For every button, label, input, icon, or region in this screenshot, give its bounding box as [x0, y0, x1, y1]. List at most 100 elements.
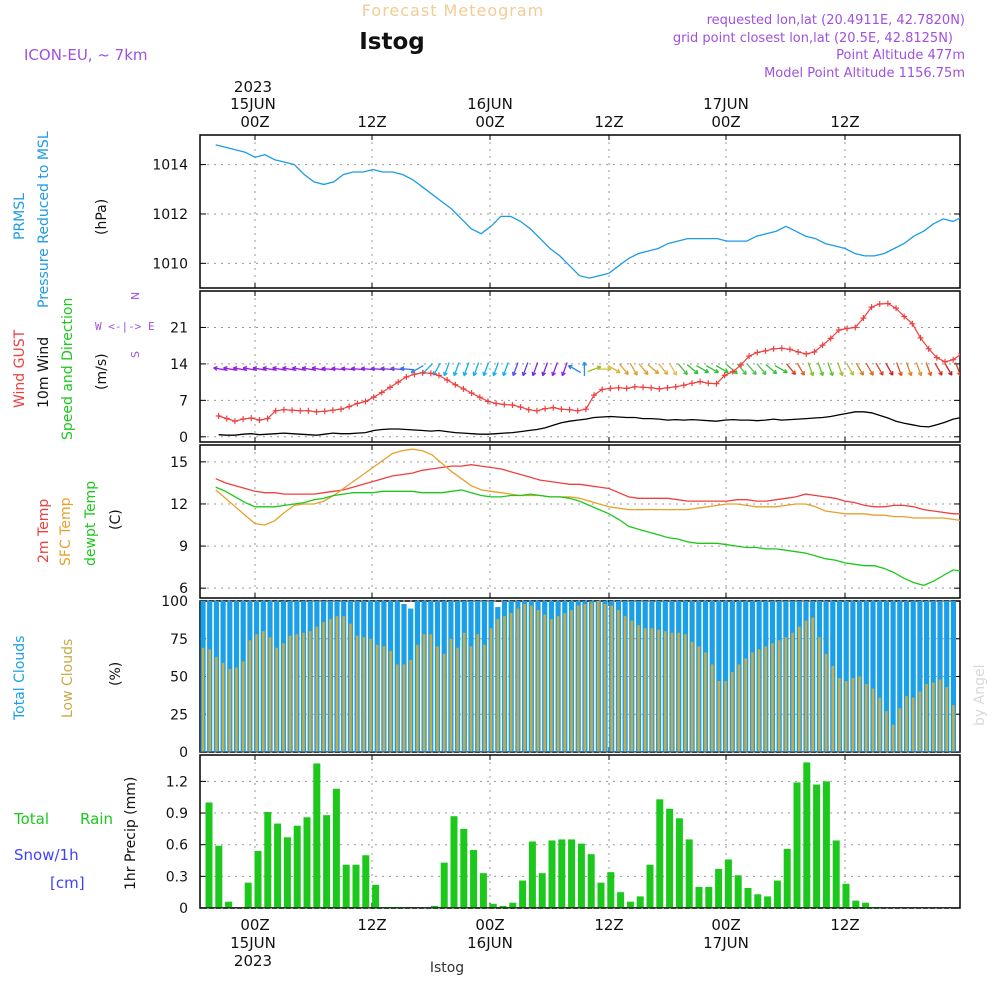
gust-marker	[256, 417, 263, 424]
wind-arrow	[705, 365, 719, 374]
gust-marker	[305, 407, 312, 414]
wind-arrow	[905, 362, 913, 377]
gust-marker	[558, 406, 565, 413]
label-snow: Snow/1h	[14, 846, 79, 864]
top-date-17jun: 17JUN	[703, 95, 749, 113]
wind-arrow	[967, 362, 971, 376]
series-line-2	[215, 486, 960, 587]
wind-arrow	[785, 363, 797, 376]
low-clouds-bar	[282, 643, 285, 752]
rain-bar	[666, 808, 674, 908]
requested-coords: requested lon,lat (20.4911E, 42.7820N)	[707, 13, 965, 28]
label-speed-direction: Speed and Direction	[60, 298, 76, 440]
panel-plot-area	[213, 300, 971, 436]
gust-marker	[452, 381, 459, 388]
rain-bar	[528, 841, 536, 908]
gust-marker	[876, 301, 883, 308]
gust-marker	[737, 361, 744, 368]
gust-marker	[460, 385, 467, 392]
label-2m-temp: 2m Temp	[36, 499, 52, 563]
low-clouds-bar	[757, 649, 761, 752]
y-tick-label: 14	[170, 357, 188, 373]
bottom-time-tick-label: 00Z	[240, 916, 269, 934]
station-name: Istog	[359, 29, 425, 55]
low-clouds-bar	[302, 632, 305, 752]
total-clouds-bar	[863, 601, 869, 752]
panel-plot-area	[215, 448, 960, 587]
low-clouds-bar	[771, 643, 774, 752]
low-clouds-bar	[818, 637, 821, 752]
low-clouds-bar	[442, 653, 446, 752]
low-clouds-bar	[262, 631, 265, 752]
low-clouds-bar	[329, 619, 332, 752]
wind-arrow	[400, 366, 415, 372]
series-line-gust	[218, 302, 960, 422]
wind-arrow	[443, 362, 450, 377]
top-date-15jun: 15JUN	[230, 95, 276, 113]
rain-bar	[744, 887, 752, 908]
gust-marker	[427, 370, 434, 377]
wind-arrow	[686, 364, 699, 375]
wind-arrow	[511, 362, 519, 377]
gust-marker	[803, 351, 810, 358]
wind-arrow	[551, 362, 558, 377]
low-clouds-bar	[657, 629, 660, 752]
low-clouds-bar	[583, 604, 587, 752]
low-clouds-bar	[597, 601, 600, 752]
gridpoint-coords: grid point closest lon,lat (20.5E, 42.81…	[673, 31, 953, 46]
rain-bar	[568, 839, 576, 908]
rain-bar	[646, 864, 654, 908]
low-clouds-bar	[456, 647, 459, 752]
low-clouds-bar	[362, 637, 366, 752]
rain-bar	[538, 873, 546, 908]
wind-arrow	[462, 362, 470, 377]
wind-arrow	[944, 362, 953, 376]
low-clouds-bar	[838, 678, 841, 752]
low-clouds-bar	[308, 631, 312, 752]
wind-arrow	[865, 362, 874, 376]
gust-marker	[640, 384, 647, 391]
total-clouds-bar	[897, 601, 903, 752]
low-clouds-bar	[389, 650, 392, 752]
gust-marker	[795, 348, 802, 355]
gust-marker	[844, 325, 851, 332]
gust-marker	[240, 416, 247, 423]
y-tick-label: 1010	[152, 256, 188, 272]
label-low-clouds: Low Clouds	[60, 639, 76, 718]
rain-bar	[450, 816, 458, 908]
low-clouds-bar	[952, 705, 955, 752]
gust-marker	[313, 408, 320, 415]
low-clouds-bar	[221, 662, 225, 752]
rain-bar	[715, 868, 723, 908]
wind-arrow	[925, 362, 933, 377]
bottom-time-tick-label: 12Z	[357, 916, 386, 934]
low-clouds-bar	[268, 637, 272, 752]
low-clouds-bar	[342, 616, 345, 752]
low-clouds-bar	[918, 691, 922, 752]
y-tick-label: 0.6	[166, 838, 188, 854]
gust-marker	[631, 383, 638, 390]
panel-1: 0 7 14 21	[170, 290, 971, 446]
rain-bar	[470, 849, 478, 908]
low-clouds-bar	[396, 664, 399, 752]
label-precip-mm: 1hr Precip (mm)	[123, 777, 139, 890]
rain-bar	[509, 902, 517, 908]
series-line-1	[215, 448, 960, 526]
rain-bar	[215, 845, 223, 908]
y-tick-label: 0.9	[166, 806, 188, 822]
low-clouds-bar	[844, 681, 848, 752]
gust-marker	[231, 418, 238, 425]
low-clouds-bar	[610, 605, 613, 752]
wind-arrow	[875, 362, 884, 376]
top-time-tick-label: 00Z	[711, 113, 740, 131]
low-clouds-bar	[677, 632, 680, 752]
low-clouds-bar	[409, 659, 412, 752]
low-clouds-bar	[777, 640, 781, 752]
low-clouds-bar	[496, 619, 500, 752]
y-tick-label: 0	[179, 745, 188, 761]
series-line-wind	[218, 411, 960, 436]
gust-marker	[705, 380, 712, 387]
low-clouds-bar	[422, 634, 426, 752]
gust-marker	[525, 406, 532, 413]
